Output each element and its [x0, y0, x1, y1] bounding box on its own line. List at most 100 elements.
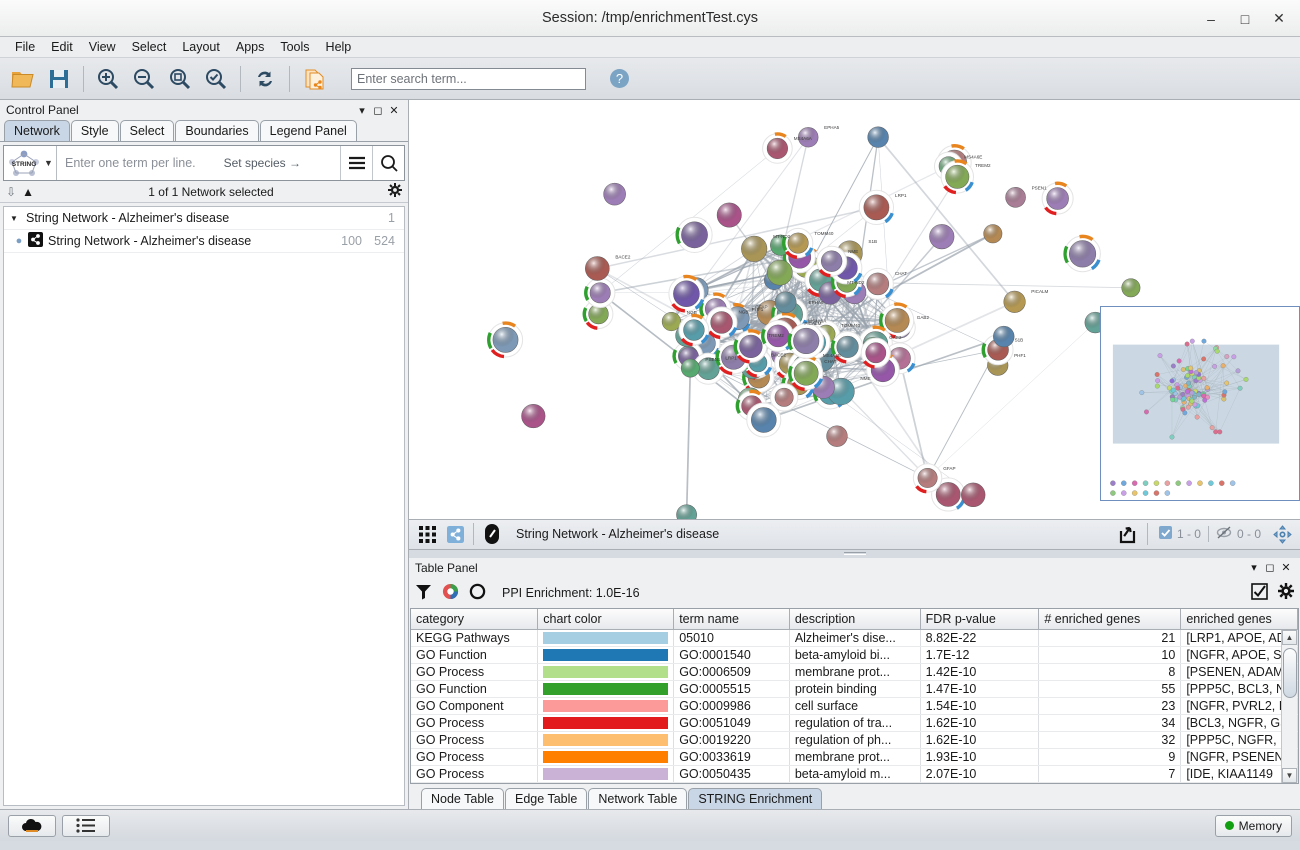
menu-tools[interactable]: Tools [280, 40, 310, 54]
collapse-all-icon[interactable]: ⇩ [6, 184, 17, 199]
col-description[interactable]: description [789, 608, 921, 630]
select-all-icon[interactable] [1251, 582, 1268, 603]
svg-text:TREM2: TREM2 [975, 163, 991, 168]
refresh-icon[interactable] [248, 62, 282, 96]
export-network-icon[interactable] [297, 62, 331, 96]
table-vertical-scrollbar[interactable]: ▲ ▼ [1281, 629, 1297, 783]
cell-fdr: 1.7E-12 [920, 646, 1040, 664]
control-panel-title: Control Panel [6, 103, 79, 117]
string-term-input[interactable]: Enter one term per line. Set species → [56, 146, 340, 180]
col-enriched-genes[interactable]: enriched genes [1180, 608, 1298, 630]
scroll-down-icon[interactable]: ▼ [1282, 768, 1297, 783]
cell-genes: [PPP5C, NGFR, P... [1180, 731, 1298, 749]
table-row[interactable]: GO Process GO:0033619 membrane prot... 1.93… [411, 748, 1298, 766]
table-row[interactable]: GO Process GO:0019220 regulation of ph... 1… [411, 731, 1298, 749]
panel-splitter[interactable] [409, 550, 1300, 558]
table-panel-toolbar: PPI Enrichment: 1.0E-16 [409, 578, 1300, 608]
close-icon[interactable]: ✕ [1273, 10, 1285, 26]
maximize-icon[interactable]: □ [1240, 10, 1250, 27]
donut-chart-icon[interactable] [469, 583, 486, 603]
network-settings-gear-icon[interactable] [388, 183, 402, 200]
menu-select[interactable]: Select [131, 40, 167, 54]
cell-chart-color [537, 629, 675, 647]
string-options-icon[interactable] [340, 146, 372, 180]
col-fdr-pvalue[interactable]: FDR p-value [920, 608, 1040, 630]
menu-layout[interactable]: Layout [182, 40, 220, 54]
string-logo-icon[interactable]: STRING [4, 146, 44, 180]
table-panel-float-icon[interactable]: ◻ [1265, 562, 1275, 574]
memory-status-dot-icon [1224, 821, 1234, 830]
tab-string-enrichment[interactable]: STRING Enrichment [688, 788, 823, 809]
tab-style[interactable]: Style [70, 120, 119, 141]
edge-hidden-icon[interactable] [1216, 526, 1232, 542]
fit-content-icon[interactable] [1268, 521, 1296, 547]
save-icon[interactable] [42, 62, 76, 96]
memory-status[interactable]: Memory [1214, 814, 1292, 837]
zoom-out-icon[interactable] [127, 62, 161, 96]
expand-all-icon[interactable]: ▲ [22, 184, 34, 199]
tab-network-table[interactable]: Network Table [588, 788, 688, 809]
col-chart-color[interactable]: chart color [537, 608, 675, 630]
main-area: Control Panel ▾ ◻ ✕ Network Style Select… [0, 100, 1300, 809]
cell-description: beta-amyloid bi... [789, 646, 921, 664]
control-panel-dropdown-icon[interactable]: ▾ [359, 104, 365, 117]
tab-node-table[interactable]: Node Table [421, 788, 505, 809]
network-tree-item[interactable]: ● String Network - Alzheimer's disease 1… [4, 230, 404, 253]
annotation-icon[interactable] [478, 521, 506, 547]
export-image-icon[interactable] [1115, 521, 1143, 547]
toolbar-separator [240, 65, 241, 92]
menu-file[interactable]: File [15, 40, 36, 54]
filter-icon[interactable] [415, 583, 432, 603]
tab-network[interactable]: Network [4, 120, 70, 141]
birds-eye-view[interactable] [1100, 305, 1300, 501]
table-panel-dropdown-icon[interactable]: ▾ [1251, 562, 1257, 574]
cloud-icon[interactable] [8, 814, 56, 837]
table-panel-close-icon[interactable]: ✕ [1281, 562, 1291, 574]
menu-view[interactable]: View [88, 40, 116, 54]
col-category[interactable]: category [411, 608, 539, 630]
svg-text:NME: NME [848, 249, 858, 254]
set-species-link[interactable]: Set species → [223, 156, 301, 170]
menu-edit[interactable]: Edit [51, 40, 73, 54]
tab-legend-panel[interactable]: Legend Panel [259, 120, 357, 141]
table-row[interactable]: GO Process GO:0050435 beta-amyloid m... 2.0… [411, 765, 1298, 783]
task-list-icon[interactable] [62, 814, 110, 837]
search-input[interactable]: Enter search term... [351, 67, 586, 90]
settings-gear-icon[interactable] [1278, 583, 1294, 602]
node-select-icon[interactable] [1158, 526, 1172, 542]
grid-layout-icon[interactable] [413, 521, 441, 547]
control-panel-float-icon[interactable]: ◻ [373, 104, 383, 117]
control-panel-close-icon[interactable]: ✕ [389, 104, 399, 117]
expand-triangle-icon[interactable]: ▼ [10, 213, 18, 223]
svg-text:MT-ND2: MT-ND2 [773, 234, 791, 239]
share-network-icon[interactable] [441, 521, 469, 547]
scroll-up-icon[interactable]: ▲ [1282, 629, 1297, 645]
string-search-icon[interactable] [372, 146, 404, 180]
menu-help[interactable]: Help [325, 40, 352, 54]
table-row[interactable]: GO Component GO:0009986 cell surface 1.54E-… [411, 697, 1298, 715]
network-tree-root[interactable]: ▼ String Network - Alzheimer's disease 1 [4, 207, 404, 230]
chart-color-icon[interactable] [442, 583, 459, 603]
table-row[interactable]: GO Function GO:0005515 protein binding 1.47… [411, 680, 1298, 698]
string-species-caret-icon[interactable]: ▼ [44, 158, 53, 168]
table-row[interactable]: GO Process GO:0006509 membrane prot... 1.42… [411, 663, 1298, 681]
menu-apps[interactable]: Apps [235, 40, 265, 54]
minimize-icon[interactable]: – [1207, 10, 1215, 27]
open-folder-icon[interactable] [6, 62, 40, 96]
col-term-name[interactable]: term name [673, 608, 790, 630]
tab-boundaries[interactable]: Boundaries [175, 120, 259, 141]
table-row[interactable]: KEGG Pathways 05010 Alzheimer's dise... 8.8… [411, 629, 1298, 647]
table-row[interactable]: GO Function GO:0001540 beta-amyloid bi... 1… [411, 646, 1298, 664]
tab-select[interactable]: Select [119, 120, 175, 141]
network-canvas[interactable]: MT-ND2 GAB2 TOMM40 CHAT NGB NME PHF1 S1B PICALM L… [409, 100, 1300, 520]
col-enriched-count[interactable]: # enriched genes [1038, 608, 1182, 630]
zoom-fit-icon[interactable] [163, 62, 197, 96]
table-row[interactable]: GO Process GO:0051049 regulation of tra...… [411, 714, 1298, 732]
zoom-in-icon[interactable] [91, 62, 125, 96]
scrollbar-thumb[interactable] [1283, 647, 1297, 698]
help-icon[interactable]: ? [602, 62, 636, 96]
svg-text:EPHA5: EPHA5 [809, 300, 825, 305]
zoom-selected-icon[interactable] [199, 62, 233, 96]
network-graph[interactable]: MT-ND2 GAB2 TOMM40 CHAT NGB NME PHF1 S1B PICALM L… [409, 100, 1300, 520]
tab-edge-table[interactable]: Edge Table [505, 788, 588, 809]
